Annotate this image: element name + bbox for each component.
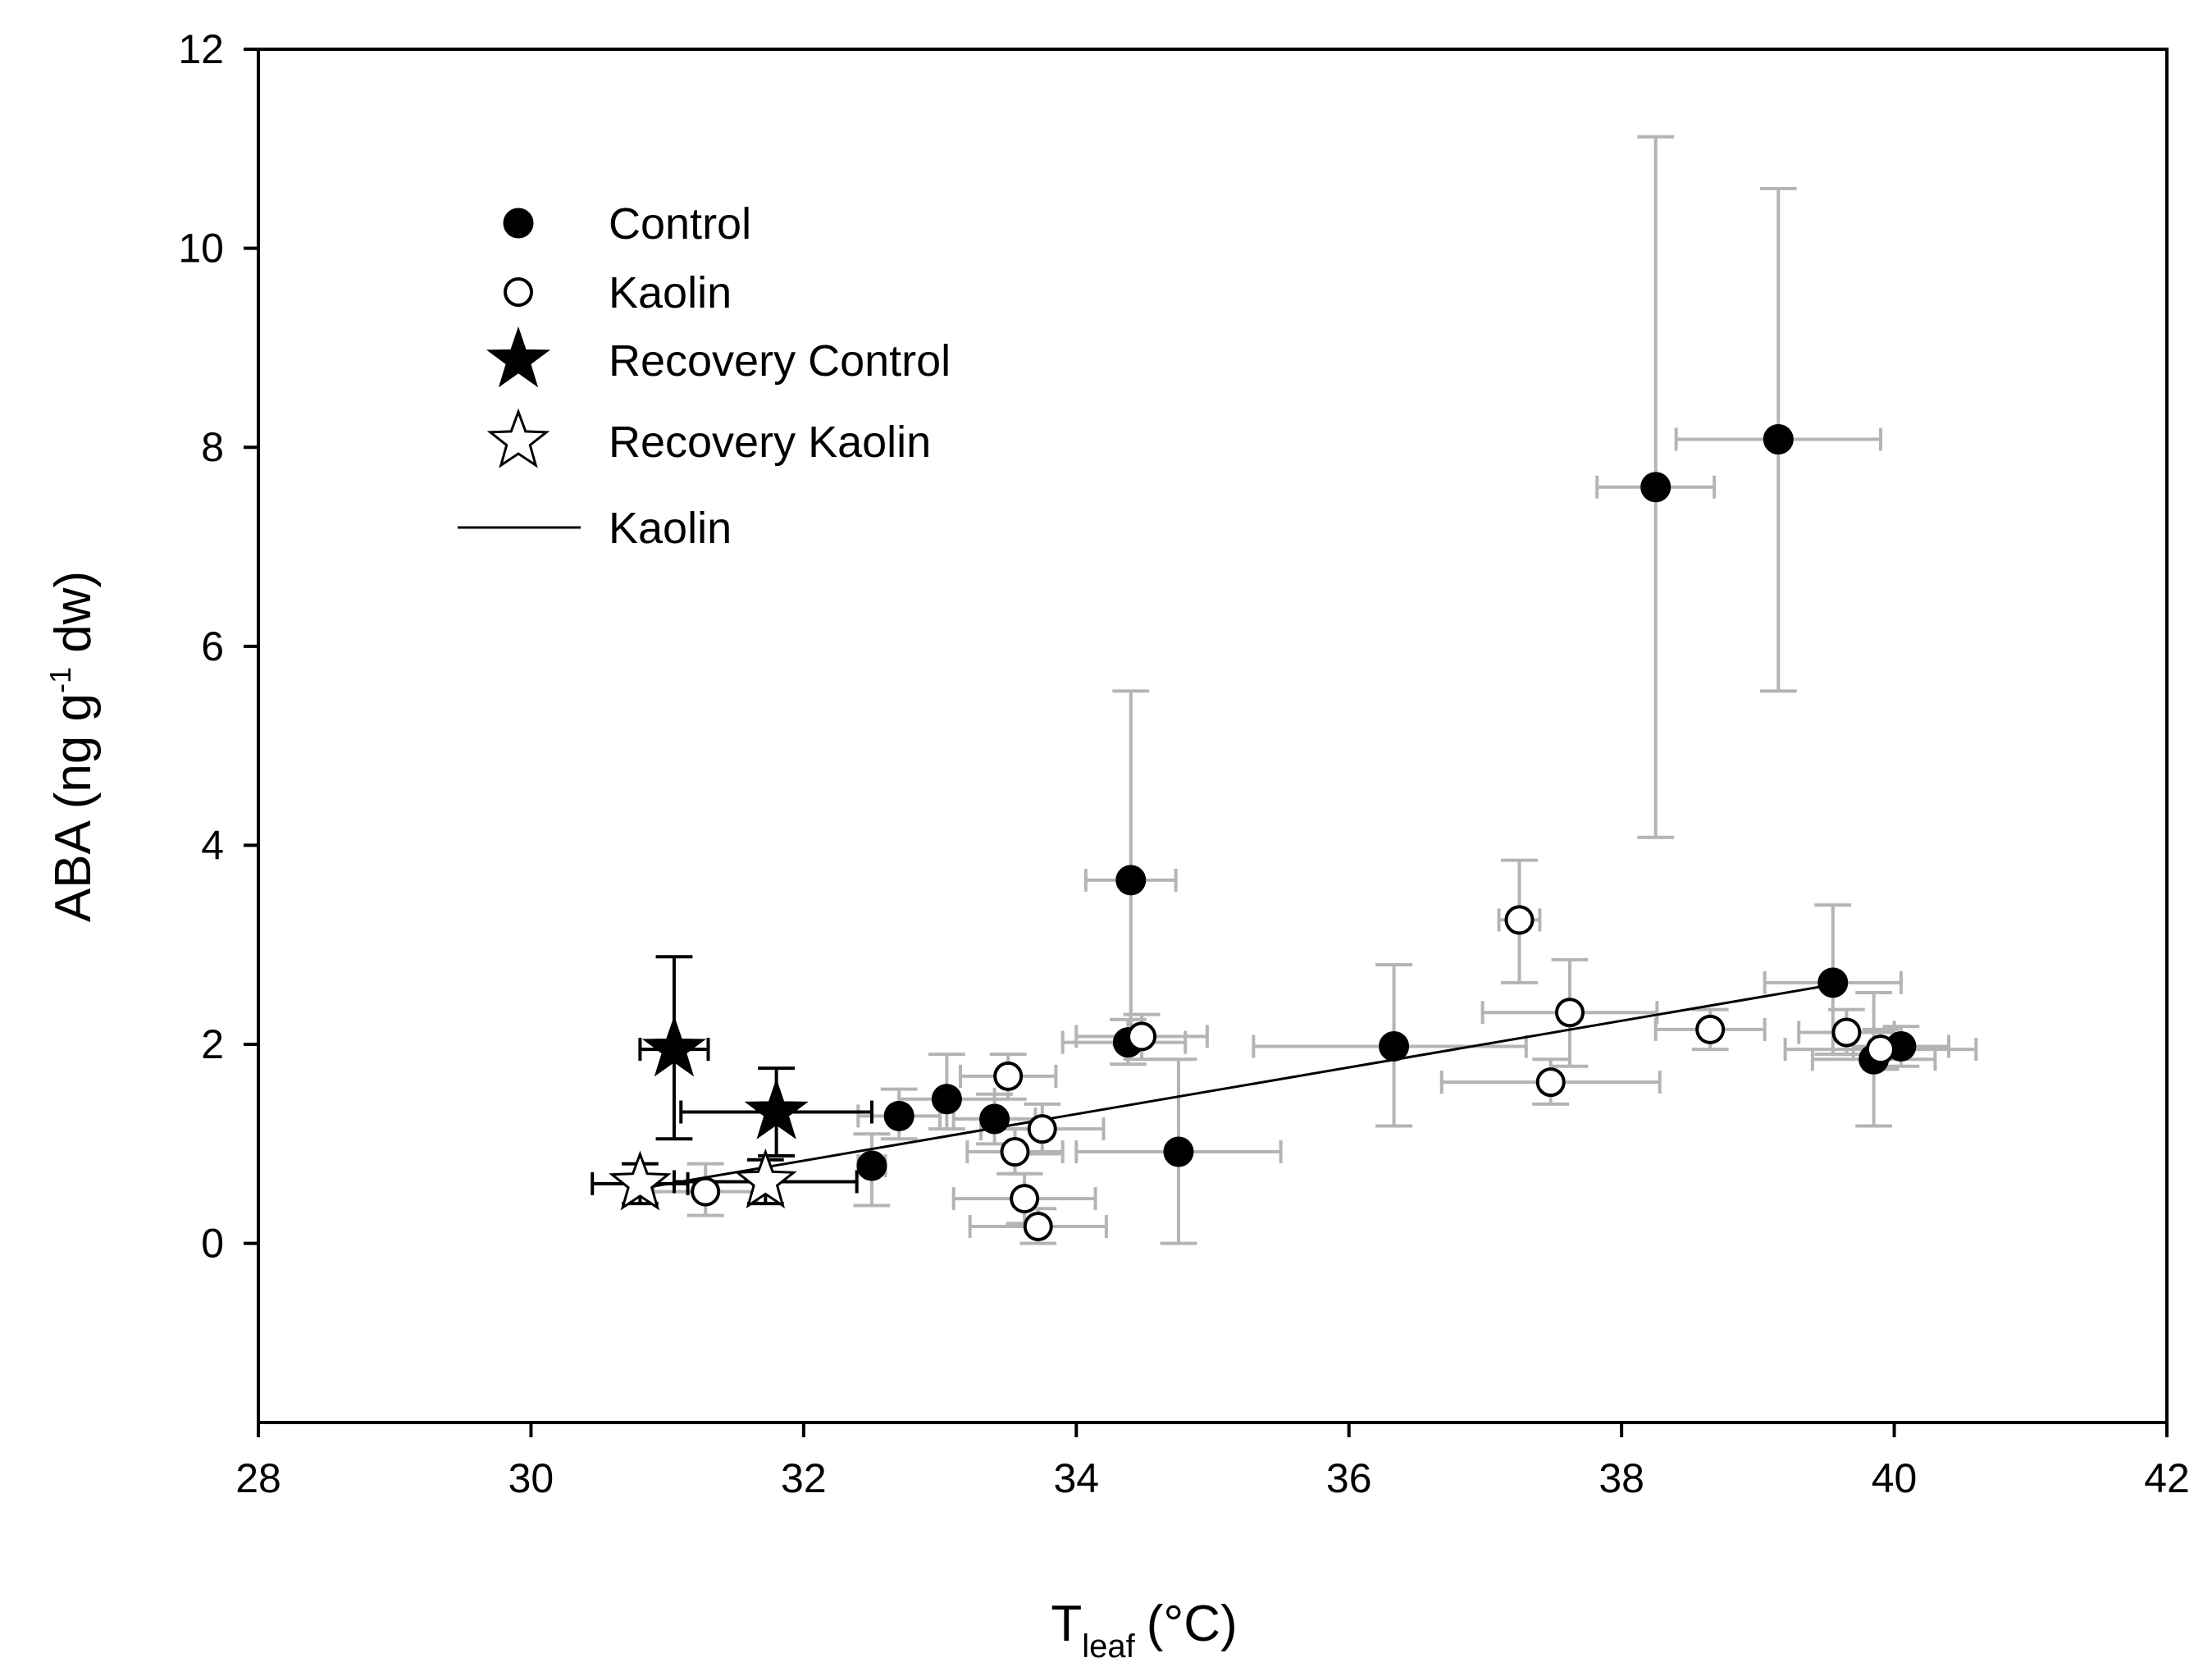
legend-label-kaolin: Kaolin (609, 268, 732, 317)
legend-marker-recovery-kaolin (486, 408, 550, 468)
x-tick-label: 34 (1053, 1455, 1099, 1501)
y-axis-title-main: ABA (ng g (45, 693, 102, 922)
data-points (609, 424, 1917, 1242)
data-point-control (883, 1100, 914, 1131)
legend-label-recovery-control: Recovery Control (609, 336, 951, 386)
legend-label-control: Control (609, 199, 751, 249)
x-axis-title: Tleaf (°C) (1051, 1596, 1237, 1665)
y-tick-label: 8 (201, 424, 224, 470)
data-point-kaolin (1865, 1034, 1895, 1065)
x-tick-label: 40 (1872, 1455, 1918, 1501)
y-tick-label: 12 (178, 26, 224, 72)
x-tick-label: 32 (781, 1455, 827, 1501)
data-point-kaolin (1000, 1137, 1030, 1167)
x-tick-label: 42 (2144, 1455, 2190, 1501)
data-point-kaolin (1027, 1114, 1057, 1144)
data-point-control (1115, 865, 1147, 896)
data-point-kaolin (691, 1176, 721, 1207)
y-tick-label: 4 (201, 822, 224, 868)
data-point-kaolin (1554, 998, 1585, 1028)
y-tick-label: 2 (201, 1021, 224, 1067)
fit-line-kaolin (640, 983, 1834, 1190)
data-point-recovery-kaolin (609, 1150, 672, 1211)
data-point-kaolin (1535, 1067, 1566, 1098)
x-tick-label: 30 (509, 1455, 554, 1501)
legend-label-recovery-kaolin: Recovery Kaolin (609, 418, 931, 467)
data-point-control (979, 1103, 1010, 1135)
data-point-kaolin (993, 1061, 1024, 1091)
data-point-control (856, 1150, 887, 1181)
data-point-kaolin (1695, 1014, 1726, 1044)
x-axis-title-unit: (°C) (1147, 1596, 1238, 1652)
x-tick-label: 36 (1326, 1455, 1372, 1501)
data-point-control (1817, 967, 1849, 998)
data-point-control (1763, 424, 1794, 455)
x-tick-label: 38 (1599, 1455, 1644, 1501)
y-tick-label: 10 (178, 226, 224, 272)
legend: Control Kaolin Recovery Control Recovery Ka… (458, 199, 951, 553)
y-axis-title-superscript: -1 (43, 667, 77, 693)
x-tick-label: 28 (235, 1455, 281, 1501)
y-axis-title-unit: dw) (45, 571, 102, 667)
plot-frame (257, 48, 2169, 1424)
data-point-recovery-control (641, 1016, 707, 1077)
data-point-kaolin (1127, 1021, 1157, 1052)
data-point-kaolin (1010, 1184, 1040, 1214)
data-point-control (1163, 1136, 1194, 1167)
data-point-kaolin (1504, 905, 1535, 935)
legend-marker-kaolin (504, 277, 533, 307)
x-axis-title-subscript: leaf (1082, 1628, 1135, 1665)
x-axis-title-main: T (1051, 1596, 1082, 1652)
legend-marker-recovery-control (486, 326, 551, 388)
legend-marker-control (503, 208, 534, 239)
data-point-control (1640, 472, 1672, 503)
data-point-recovery-kaolin (733, 1149, 797, 1209)
data-point-control (931, 1084, 962, 1115)
data-point-kaolin (1831, 1017, 1862, 1048)
data-point-control (1379, 1030, 1410, 1062)
y-axis-title: ABA (ng g-1 dw) (43, 571, 102, 922)
y-tick-label: 6 (201, 623, 224, 669)
fit-line-layer (640, 983, 1834, 1190)
data-point-recovery-control (744, 1078, 809, 1139)
y-tick-label: 0 (201, 1221, 224, 1267)
axes: 28 30 32 34 36 38 40 42 0 2 4 6 8 10 12 (178, 26, 2189, 1501)
legend-label-kaolin: Kaolin (609, 504, 732, 553)
data-point-kaolin (1023, 1212, 1053, 1242)
